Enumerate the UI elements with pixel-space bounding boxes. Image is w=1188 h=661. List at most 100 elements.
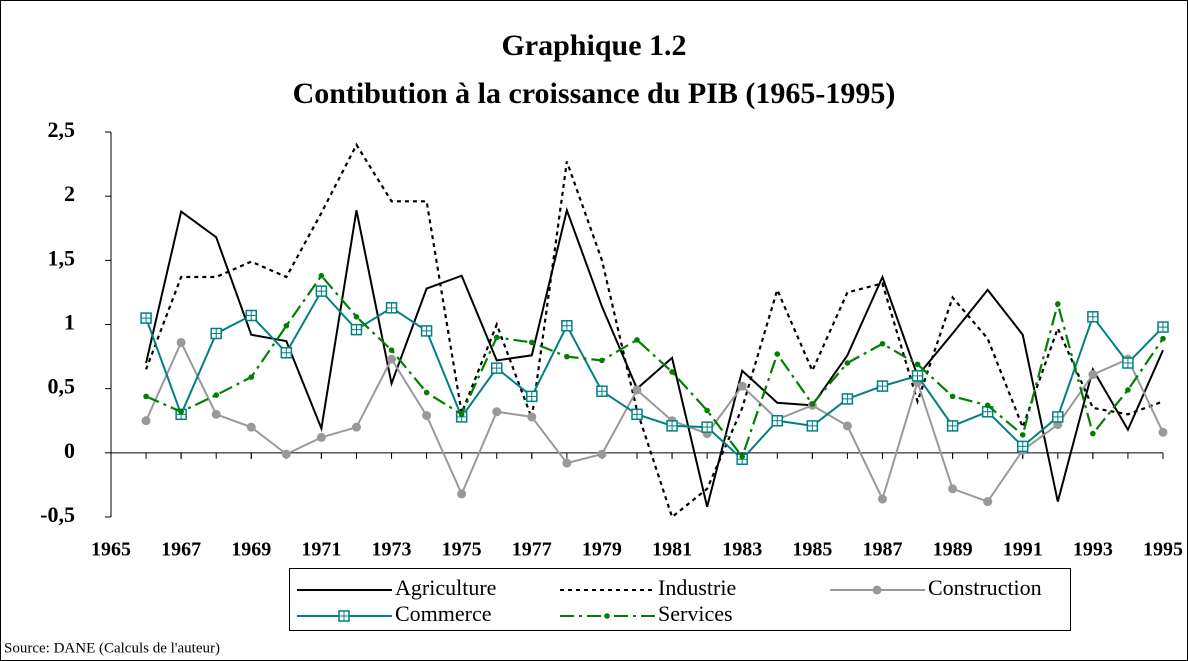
data-point-cross [632,409,642,420]
legend-box [289,568,1071,631]
data-point [984,402,991,409]
data-point [1088,370,1098,380]
data-point [211,409,221,419]
data-point-cross [1052,411,1063,422]
data-point [493,334,500,341]
data-point [353,314,360,320]
data-point-cross [246,310,257,321]
data-point-cross [982,406,993,417]
data-point [914,361,921,368]
data-point-cross [947,420,958,431]
data-point [632,385,642,395]
x-tick-label: 1985 [792,539,832,561]
data-point [739,453,745,460]
data-point [948,484,958,494]
data-point [422,411,432,421]
data-point-cross [351,324,362,335]
data-point [562,458,572,468]
data-point [141,416,151,426]
x-tick-label: 1989 [933,539,973,561]
x-tick-label: 1981 [652,539,692,561]
data-point-cross [842,393,853,404]
data-point-cross [702,422,713,433]
y-tick-label: 1,5 [48,245,76,270]
data-point [318,272,325,279]
x-tick-label: 1967 [161,539,201,561]
data-point-cross [141,313,152,324]
data-point [492,407,502,417]
data-point-cross [281,347,292,358]
legend-label: Construction [928,575,1042,600]
x-tick-label: 1977 [512,539,552,561]
series-line [145,340,1164,503]
data-point [842,421,852,431]
data-point-cross [807,420,818,431]
data-point [213,392,219,398]
data-point [283,322,290,329]
data-point-cross [667,420,678,431]
data-point [143,393,149,400]
legend-marker [604,613,610,619]
data-point [246,422,256,432]
data-point-cross [316,286,327,297]
data-point [388,347,395,353]
data-point [351,422,361,432]
data-point [809,401,816,407]
legend-label: Commerce [395,601,492,626]
legend-marker [872,585,882,595]
data-point [423,389,430,396]
data-point [457,489,467,499]
data-point-cross [877,381,888,392]
data-point-cross [596,386,607,397]
chart-subtitle: Contibution à la croissance du PIB (1965… [293,77,896,110]
data-point-cross [211,328,222,339]
data-point [669,369,675,375]
series-line [145,289,1164,461]
data-point [844,360,851,366]
x-tick-label: 1975 [442,539,482,561]
series-line [145,273,1164,459]
data-point [704,407,710,414]
data-point [983,497,993,507]
x-tick-label: 1965 [91,539,131,561]
y-tick-label: 0 [64,438,75,463]
data-point [458,411,465,418]
data-point [316,432,326,442]
data-point-cross [772,415,783,426]
data-point-cross [1017,441,1028,452]
x-tick-label: 1971 [301,539,341,561]
legend-label: Industrie [658,575,736,600]
data-point [527,412,537,422]
data-point [597,449,607,459]
x-tick-label: 1993 [1073,539,1113,561]
x-tick-label: 1991 [1003,539,1043,561]
data-point-cross [526,391,537,402]
data-point-cross [561,320,572,331]
data-point [564,353,570,360]
legend-label: Services [658,601,733,626]
data-point-cross [491,363,502,374]
data-point [1158,427,1168,437]
data-point [879,340,886,347]
x-tick-label: 1969 [231,539,271,561]
data-point [737,381,747,391]
source-note: Source: DANE (Calculs de l'auteur) [4,640,220,656]
y-tick-label: 0,5 [48,374,76,399]
data-point [949,393,956,400]
data-point-cross [1087,311,1098,322]
x-tick-label: 1983 [722,539,762,561]
x-tick-label: 1973 [372,539,412,561]
legend-marker-cross [339,611,349,621]
y-tick-label: -0,5 [40,502,75,527]
data-point [1125,387,1131,393]
legend-label: Agriculture [395,575,496,600]
data-point [634,337,640,343]
y-tick-label: 2 [64,181,75,206]
x-tick-label: 1979 [582,539,622,561]
data-point-cross [1158,322,1168,333]
x-tick-label: 1995 [1143,539,1183,561]
data-point-cross [912,370,923,381]
